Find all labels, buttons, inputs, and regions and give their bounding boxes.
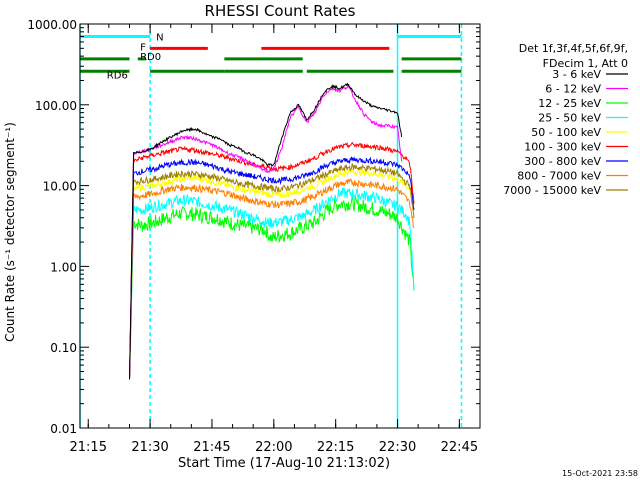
state-label-f: F bbox=[140, 42, 146, 53]
legend-label-5: 100 - 300 keV bbox=[524, 141, 601, 154]
plot-frame bbox=[79, 23, 481, 429]
legend-label-4: 50 - 100 keV bbox=[531, 126, 601, 139]
series-line-6 bbox=[129, 156, 415, 380]
y-tick-label-3: 1.00 bbox=[50, 260, 77, 274]
legend-label-7: 800 - 7000 keV bbox=[517, 170, 601, 183]
x-tick-label-4: 22:15 bbox=[317, 440, 354, 455]
y-tick-label-2: 10.00 bbox=[43, 180, 77, 194]
legend-header-0: Det 1f,3f,4f,5f,6f,9f, bbox=[519, 42, 628, 55]
y-tick-label-0: 1000.00 bbox=[27, 18, 77, 32]
state-label-n: N bbox=[156, 33, 163, 44]
series-line-2 bbox=[129, 195, 415, 380]
legend-label-2: 12 - 25 keV bbox=[538, 97, 601, 110]
y-tick-label-1: 100.00 bbox=[35, 99, 77, 113]
x-axis-label: Start Time (17-Aug-10 21:13:02) bbox=[178, 456, 390, 471]
footer-timestamp: 15-Oct-2021 23:58 bbox=[562, 469, 638, 478]
series-line-5 bbox=[129, 141, 415, 380]
y-tick-label-5: 0.01 bbox=[50, 422, 77, 436]
legend-label-3: 25 - 50 keV bbox=[538, 112, 601, 125]
legend-label-8: 7000 - 15000 keV bbox=[503, 184, 601, 197]
legend-label-1: 6 - 12 keV bbox=[545, 83, 601, 96]
x-tick-label-5: 22:30 bbox=[379, 440, 416, 455]
x-tick-label-2: 21:45 bbox=[193, 440, 230, 455]
state-label-rd6: RD6 bbox=[107, 70, 128, 81]
series-line-8 bbox=[129, 162, 415, 380]
legend: Det 1f,3f,4f,5f,6f,9f, FDecim 1, Att 03 -… bbox=[503, 42, 628, 197]
x-tick-label-6: 22:45 bbox=[441, 440, 478, 455]
series-line-4 bbox=[129, 168, 415, 380]
series-line-3 bbox=[129, 186, 415, 380]
y-axis-label: Count Rate (s⁻¹ detector segment⁻¹) bbox=[3, 122, 17, 342]
state-label-rd0: RD0 bbox=[140, 52, 161, 63]
chart-title: RHESSI Count Rates bbox=[205, 2, 356, 20]
series-line-7 bbox=[129, 178, 415, 380]
legend-label-0: 3 - 6 keV bbox=[552, 68, 601, 81]
x-tick-label-1: 21:30 bbox=[131, 440, 168, 455]
legend-label-6: 300 - 800 keV bbox=[524, 155, 601, 168]
x-tick-label-0: 21:15 bbox=[70, 440, 107, 455]
x-tick-label-3: 22:00 bbox=[255, 440, 292, 455]
legend-header-1: FDecim 1, Att 0 bbox=[543, 57, 628, 70]
y-tick-label-4: 0.10 bbox=[50, 341, 77, 355]
series-line-0 bbox=[129, 82, 403, 380]
series-line-1 bbox=[129, 85, 403, 380]
